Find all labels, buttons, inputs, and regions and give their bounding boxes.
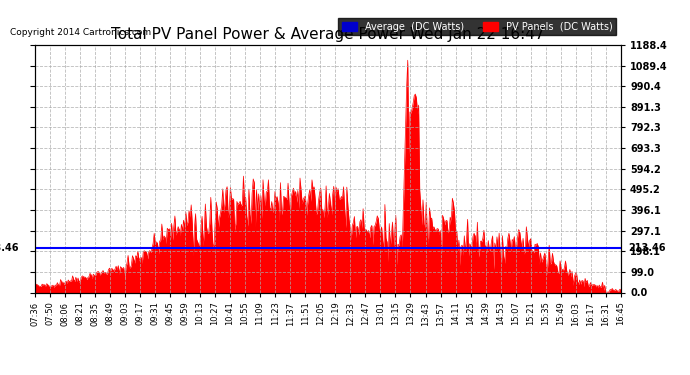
Text: 213.46: 213.46 — [628, 243, 665, 253]
Legend: Average  (DC Watts), PV Panels  (DC Watts): Average (DC Watts), PV Panels (DC Watts) — [338, 18, 616, 36]
Text: 213.46: 213.46 — [0, 243, 19, 253]
Title: Total PV Panel Power & Average Power Wed Jan 22 16:47: Total PV Panel Power & Average Power Wed… — [111, 27, 544, 42]
Text: Copyright 2014 Cartronics.com: Copyright 2014 Cartronics.com — [10, 28, 152, 37]
